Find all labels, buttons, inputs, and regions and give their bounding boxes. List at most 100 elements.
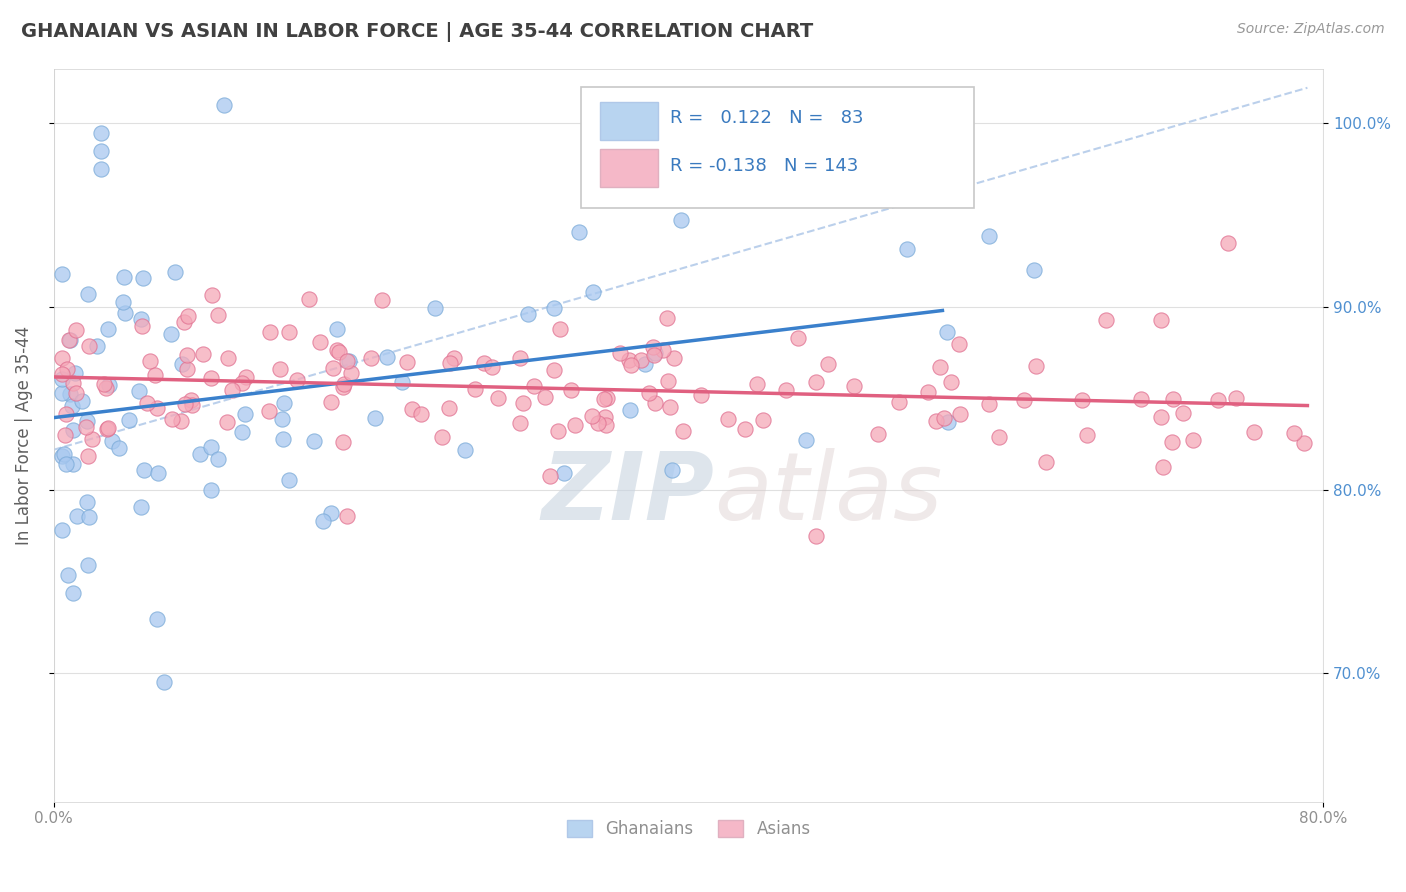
Point xyxy=(734,422,756,436)
Point xyxy=(817,357,839,371)
Point xyxy=(662,351,685,365)
Point xyxy=(643,340,665,354)
Point xyxy=(65,323,87,337)
Point xyxy=(1206,393,1229,408)
Point xyxy=(481,359,503,374)
Point xyxy=(581,409,603,423)
Text: R =   0.122   N =   83: R = 0.122 N = 83 xyxy=(669,110,863,128)
Point xyxy=(868,427,890,442)
Point xyxy=(174,397,197,411)
Point xyxy=(101,434,124,449)
FancyBboxPatch shape xyxy=(600,149,658,187)
Point xyxy=(889,394,911,409)
Point xyxy=(180,392,202,407)
Point xyxy=(1243,425,1265,439)
Point xyxy=(1294,436,1316,450)
Point xyxy=(118,413,141,427)
Point xyxy=(114,306,136,320)
Point xyxy=(371,293,394,308)
Point xyxy=(62,585,84,599)
Point xyxy=(543,363,565,377)
Point xyxy=(934,411,956,425)
Point xyxy=(804,375,827,389)
Point xyxy=(1161,434,1184,449)
Point xyxy=(516,307,538,321)
Point xyxy=(65,385,87,400)
Point xyxy=(55,458,77,472)
Point xyxy=(332,380,354,394)
Point xyxy=(132,271,155,285)
Point xyxy=(98,378,121,392)
Point xyxy=(332,435,354,450)
Point xyxy=(160,412,183,426)
Point xyxy=(1095,313,1118,327)
Point xyxy=(401,402,423,417)
Text: R = -0.138   N = 143: R = -0.138 N = 143 xyxy=(669,157,858,175)
Point xyxy=(538,469,561,483)
Point xyxy=(271,432,294,446)
Point xyxy=(131,319,153,334)
Point xyxy=(337,354,360,368)
Point xyxy=(844,378,866,392)
Point xyxy=(145,401,167,415)
Point xyxy=(51,367,73,381)
Point xyxy=(146,612,169,626)
Point xyxy=(80,432,103,446)
Point xyxy=(51,523,73,537)
Point xyxy=(454,442,477,457)
Point xyxy=(298,293,321,307)
Point xyxy=(1216,235,1239,250)
Point xyxy=(336,354,359,368)
Point xyxy=(717,412,740,426)
Point xyxy=(564,417,586,432)
Point xyxy=(644,346,666,360)
Text: Source: ZipAtlas.com: Source: ZipAtlas.com xyxy=(1237,22,1385,37)
Point xyxy=(135,396,157,410)
Point xyxy=(200,371,222,385)
Point xyxy=(560,384,582,398)
Point xyxy=(595,418,617,433)
Point xyxy=(747,376,769,391)
Point xyxy=(217,415,239,429)
Point xyxy=(644,395,666,409)
Point xyxy=(568,225,591,239)
Point xyxy=(928,359,950,374)
Point xyxy=(548,322,571,336)
Point xyxy=(143,368,166,382)
Point xyxy=(512,396,534,410)
Point xyxy=(321,506,343,520)
Point xyxy=(775,383,797,397)
Point xyxy=(86,339,108,353)
Point xyxy=(259,325,281,339)
Point xyxy=(59,333,82,347)
Point xyxy=(63,366,86,380)
Text: ZIP: ZIP xyxy=(541,448,714,540)
Point xyxy=(176,348,198,362)
Point xyxy=(217,351,239,365)
Point xyxy=(235,369,257,384)
Point xyxy=(257,403,280,417)
Point xyxy=(652,343,675,357)
Point xyxy=(96,422,118,436)
Point xyxy=(309,335,332,350)
Point xyxy=(62,423,84,437)
Point xyxy=(76,495,98,509)
Point xyxy=(924,414,946,428)
Point xyxy=(177,310,200,324)
Point xyxy=(794,433,817,447)
Point xyxy=(672,424,695,438)
Point xyxy=(188,447,211,461)
Point xyxy=(55,407,77,421)
Point xyxy=(97,421,120,435)
Point xyxy=(231,425,253,440)
Point xyxy=(173,315,195,329)
Point xyxy=(152,675,174,690)
Point xyxy=(533,390,555,404)
Point xyxy=(326,343,349,358)
Point xyxy=(432,429,454,443)
Point xyxy=(51,449,73,463)
Point xyxy=(138,354,160,368)
Point xyxy=(77,449,100,463)
Point xyxy=(51,386,73,401)
Point xyxy=(111,295,134,310)
